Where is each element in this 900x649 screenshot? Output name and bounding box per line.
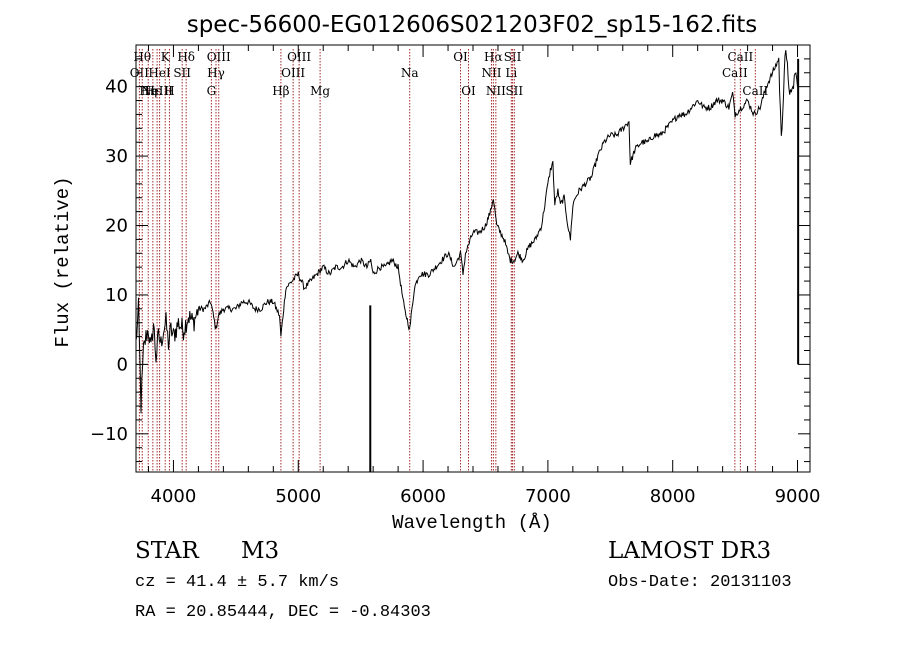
redshift-velocity: cz = 41.4 ± 5.7 km/s xyxy=(135,573,340,592)
chart-title: spec-56600-EG012606S021203F02_sp15-162.f… xyxy=(187,12,758,38)
line-marker-label: SII xyxy=(505,84,523,98)
line-marker-label: OIII xyxy=(287,50,311,64)
line-marker-label: Hα xyxy=(484,50,503,64)
line-marker-label: Mg xyxy=(310,84,330,98)
line-marker-label: Hβ xyxy=(272,84,289,98)
line-marker-label: CaII xyxy=(727,50,753,64)
observation-date: Obs-Date: 20131103 xyxy=(608,573,792,592)
x-tick-label: 4000 xyxy=(151,486,197,507)
y-tick-label: 20 xyxy=(105,216,128,237)
line-marker-label: Na xyxy=(401,66,419,80)
object-class: STAR xyxy=(135,538,199,564)
x-tick-label: 7000 xyxy=(525,486,571,507)
line-marker-label: SII xyxy=(173,66,191,80)
line-marker-label: OI xyxy=(461,84,476,98)
survey-name: LAMOST DR3 xyxy=(608,538,772,564)
x-tick-label: 5000 xyxy=(275,486,321,507)
line-marker-label: H xyxy=(164,84,174,98)
y-axis-label: Flux (relative) xyxy=(52,176,74,347)
y-tick-label: 30 xyxy=(105,146,128,167)
line-marker-label: NII xyxy=(481,66,501,80)
x-axis-ticks: 4000 5000 6000 7000 8000 9000 xyxy=(147,45,821,507)
line-marker-label: CaII xyxy=(742,84,768,98)
line-markers: OIIHθHηHεNeIIIHeIKHSIIHδGHγOIIIHβOIIIOII… xyxy=(130,49,768,472)
spectrum-spikes xyxy=(369,58,800,472)
y-tick-label: 0 xyxy=(117,354,128,375)
y-tick-label: 10 xyxy=(105,285,128,306)
line-marker-label: Hθ xyxy=(133,50,151,64)
x-axis-label: Wavelength (Å) xyxy=(392,512,552,534)
ra-dec-coordinates: RA = 20.85444, DEC = -0.84303 xyxy=(135,603,431,622)
line-marker-label: HeI xyxy=(148,66,171,80)
line-marker-label: OIII xyxy=(207,50,231,64)
spectrum-line xyxy=(135,50,798,414)
line-marker-label: Li xyxy=(505,66,517,80)
line-marker-label: Hγ xyxy=(207,66,225,80)
y-tick-label: −10 xyxy=(90,424,128,445)
line-marker-label: Hδ xyxy=(177,50,195,64)
line-marker-label: NII xyxy=(486,84,506,98)
line-marker-label: OI xyxy=(453,50,468,64)
x-tick-label: 8000 xyxy=(650,486,696,507)
line-marker-label: SII xyxy=(504,50,522,64)
line-marker-label: CaII xyxy=(722,66,748,80)
line-marker-label: K xyxy=(161,50,171,64)
x-tick-label: 9000 xyxy=(775,486,821,507)
y-axis-ticks: −10 0 10 20 30 40 xyxy=(90,44,810,463)
y-tick-label: 40 xyxy=(105,77,128,98)
object-subclass: M3 xyxy=(241,538,280,564)
line-marker-label: OIII xyxy=(281,66,305,80)
line-marker-label: G xyxy=(207,84,217,98)
x-tick-label: 6000 xyxy=(400,486,446,507)
